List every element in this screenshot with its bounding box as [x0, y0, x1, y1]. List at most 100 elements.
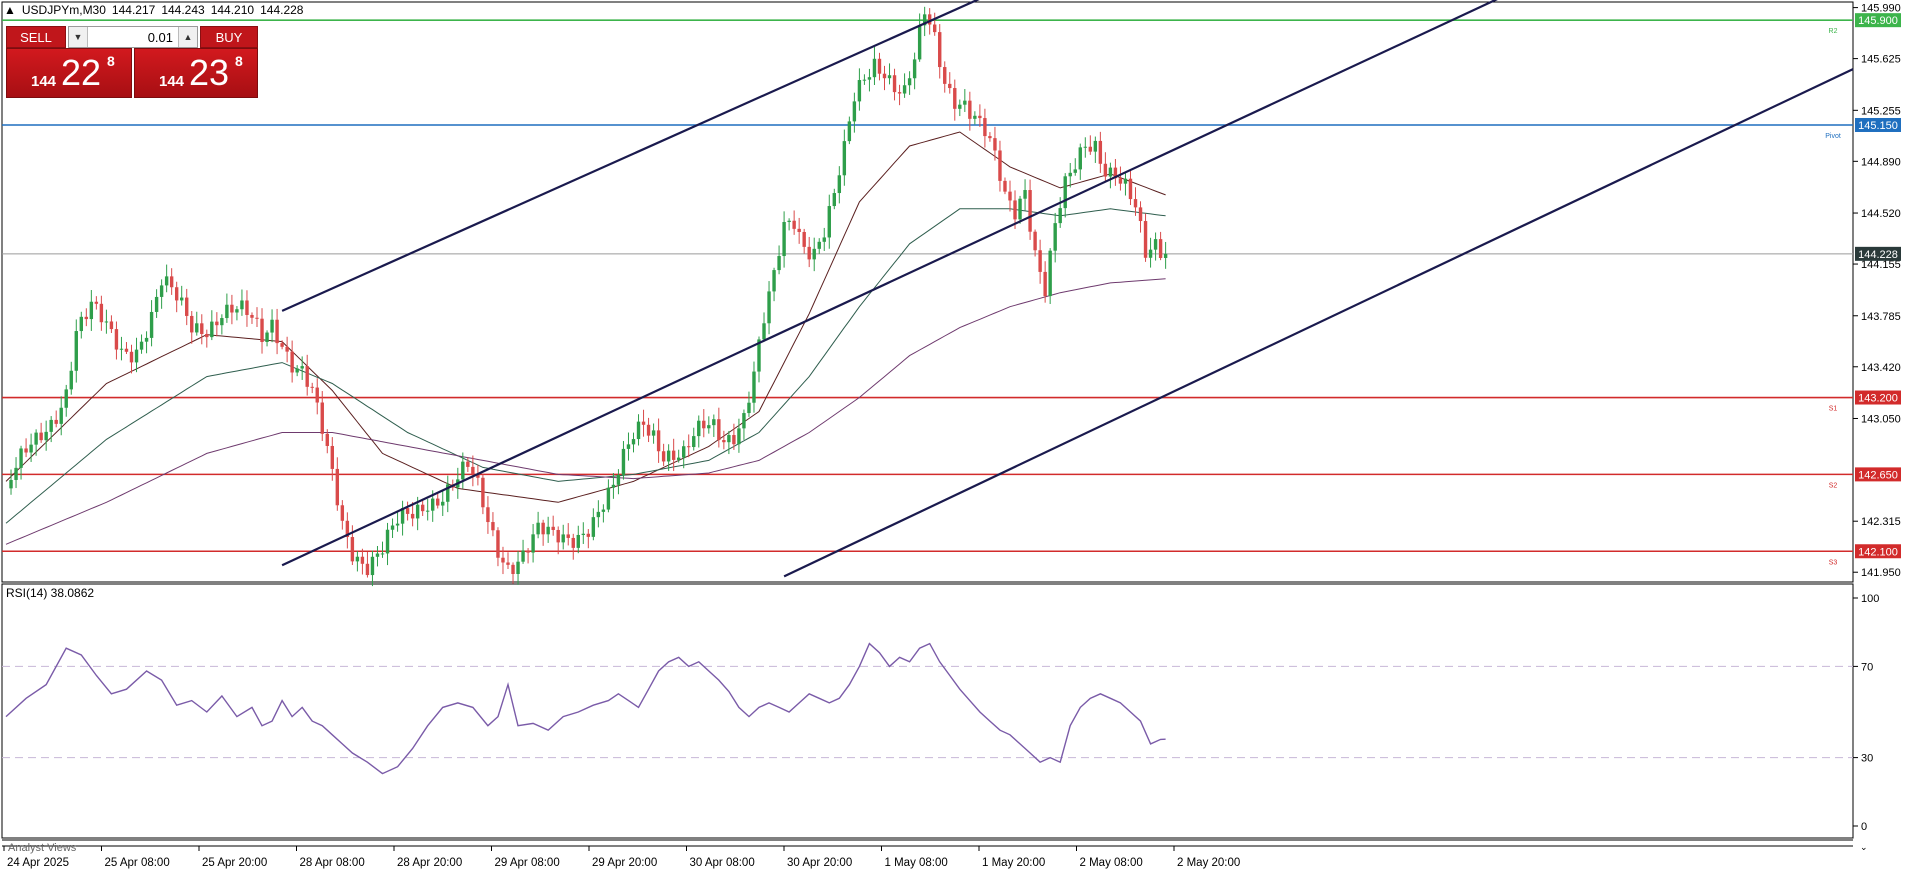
time-axis-arrow-icon: ⌄	[1860, 842, 1868, 852]
sell-price-quote[interactable]: 144 22 8	[6, 48, 132, 98]
candle	[842, 129, 847, 186]
candle-body	[712, 419, 716, 426]
buy-price-quote[interactable]: 144 23 8	[134, 48, 258, 98]
candle	[807, 236, 811, 268]
candle	[1083, 137, 1087, 158]
axis-tag-current: 144.228	[1858, 249, 1898, 261]
candle	[99, 295, 104, 331]
candle-body	[260, 318, 264, 342]
lot-decrease-icon[interactable]: ▼	[69, 27, 88, 47]
candle	[922, 6, 927, 37]
candle-body	[1078, 147, 1082, 170]
candle-body	[169, 276, 174, 288]
candle	[712, 414, 716, 437]
candle	[1118, 166, 1123, 191]
candle	[164, 264, 169, 293]
candle	[89, 290, 94, 331]
candle-body	[1138, 207, 1143, 222]
candle-body	[516, 561, 520, 574]
candle-body	[195, 323, 199, 333]
candle	[621, 441, 626, 480]
candle-body	[44, 431, 48, 441]
candle-body	[797, 228, 801, 232]
candle	[501, 546, 505, 575]
candle	[59, 396, 63, 436]
candle-body	[250, 314, 254, 318]
candle	[516, 551, 520, 585]
candle	[195, 311, 199, 336]
candle	[486, 496, 490, 534]
candle-body	[722, 440, 726, 443]
lot-increase-icon[interactable]: ▲	[178, 27, 197, 47]
candle-body	[1118, 178, 1123, 184]
candle	[1153, 232, 1158, 261]
candle	[551, 515, 555, 536]
candle	[355, 551, 360, 572]
candle-body	[345, 520, 350, 538]
candle-body	[958, 104, 962, 109]
candle-body	[953, 88, 957, 109]
candle	[892, 68, 897, 101]
candle-body	[927, 14, 932, 25]
candle-body	[511, 564, 515, 574]
candle	[285, 336, 289, 363]
time-tick-label: 24 Apr 2025	[7, 857, 69, 869]
candle	[993, 126, 997, 161]
candle-body	[119, 348, 124, 350]
candle	[295, 365, 299, 377]
candle	[215, 312, 219, 337]
candle-body	[99, 303, 104, 323]
candle-body	[1068, 172, 1072, 177]
candle-body	[9, 479, 13, 489]
candle	[245, 290, 249, 327]
candle-body	[717, 419, 721, 441]
candle-body	[1158, 239, 1163, 258]
candle-body	[536, 522, 540, 535]
candle	[1148, 237, 1153, 268]
candle-body	[94, 301, 99, 304]
candle	[69, 361, 73, 395]
price-tick-label: 144.520	[1861, 208, 1901, 220]
candle	[737, 418, 741, 453]
time-tick-label: 25 Apr 08:00	[105, 857, 170, 869]
candle	[180, 285, 184, 306]
candle	[385, 522, 390, 566]
candle-body	[290, 351, 294, 373]
level-tag-s2: S2	[1829, 482, 1838, 489]
candle	[1023, 179, 1027, 211]
buy-price-big: 23	[189, 52, 230, 93]
candle	[963, 89, 967, 112]
candle	[576, 525, 580, 554]
axis-tag-s3: 142.100	[1858, 546, 1898, 558]
candle-body	[270, 319, 274, 333]
candle-body	[571, 537, 575, 548]
buy-button[interactable]: BUY	[200, 26, 258, 48]
price-tick-label: 144.155	[1861, 259, 1901, 271]
candle	[405, 501, 410, 521]
candle	[561, 524, 565, 550]
time-tick-label: 1 May 20:00	[982, 857, 1045, 869]
candle	[802, 228, 806, 254]
candle	[832, 188, 836, 210]
candle-body	[656, 430, 661, 452]
candle	[260, 308, 264, 354]
candle-body	[646, 424, 651, 436]
candle	[531, 523, 535, 563]
candle-body	[425, 510, 430, 512]
candle-body	[174, 287, 179, 301]
time-tick-label: 2 May 08:00	[1080, 857, 1143, 869]
candle	[812, 237, 816, 272]
candle-body	[727, 435, 731, 443]
candle	[717, 407, 721, 448]
candle-body	[1013, 200, 1017, 220]
ohlc-low: 144.210	[210, 3, 255, 17]
candle	[390, 518, 395, 538]
axis-tag-s2: 142.650	[1858, 469, 1898, 481]
candle	[255, 307, 259, 327]
analyst-views-label[interactable]: Analyst Views	[8, 842, 77, 854]
sell-button[interactable]: SELL	[6, 26, 66, 48]
candle-body	[79, 316, 83, 332]
lot-size-input[interactable]	[91, 28, 173, 46]
candle-body	[1103, 163, 1108, 177]
collapse-triangle-icon[interactable]: ▲	[4, 3, 16, 17]
